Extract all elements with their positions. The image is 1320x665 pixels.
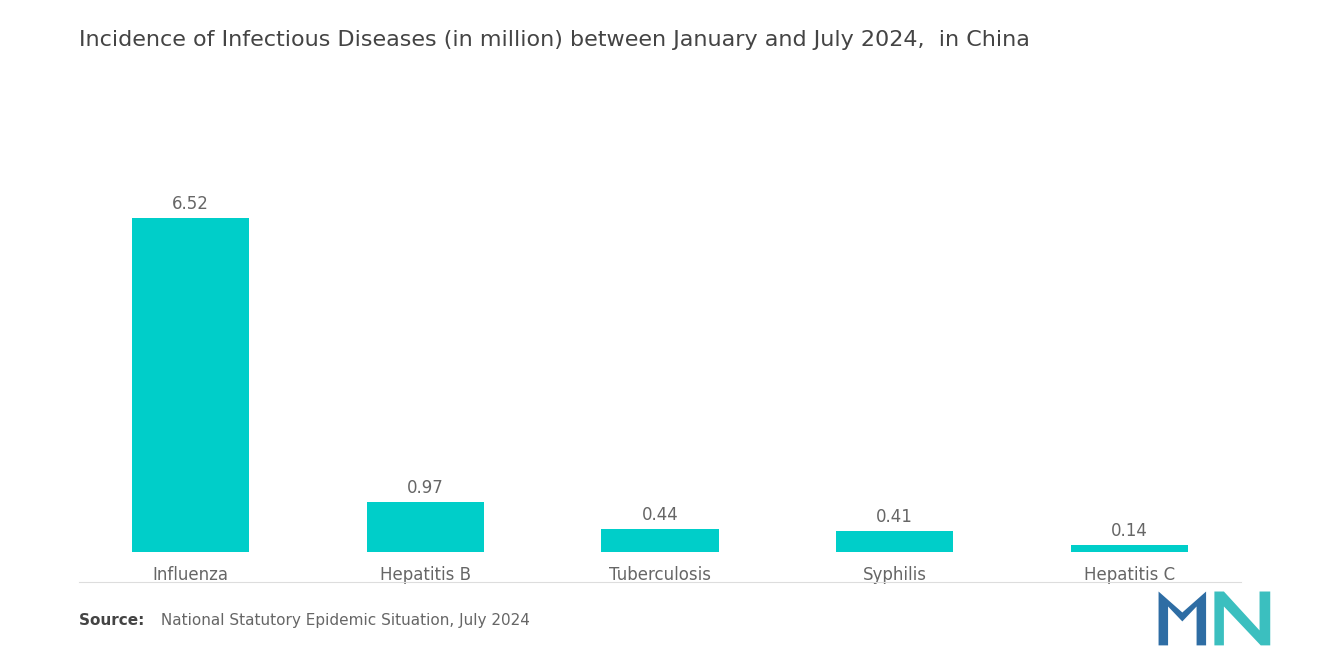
Text: Source:: Source: — [79, 613, 150, 628]
Bar — [367, 502, 484, 552]
Text: 0.97: 0.97 — [407, 479, 444, 497]
Text: 0.14: 0.14 — [1111, 521, 1148, 540]
Text: 0.41: 0.41 — [876, 508, 913, 526]
Bar — [1071, 545, 1188, 552]
Text: Incidence of Infectious Diseases (in million) between January and July 2024,  in: Incidence of Infectious Diseases (in mil… — [79, 30, 1030, 50]
Text: 0.44: 0.44 — [642, 506, 678, 524]
Polygon shape — [1159, 592, 1206, 645]
Polygon shape — [1214, 592, 1270, 645]
Bar — [602, 529, 718, 552]
Text: National Statutory Epidemic Situation, July 2024: National Statutory Epidemic Situation, J… — [156, 613, 529, 628]
Text: 6.52: 6.52 — [172, 196, 209, 213]
Bar — [836, 531, 953, 552]
Bar — [132, 218, 249, 552]
